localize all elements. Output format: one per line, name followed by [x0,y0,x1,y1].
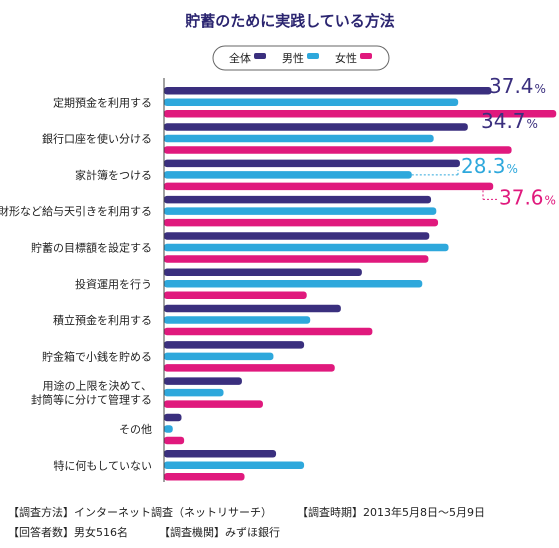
bar [164,255,429,263]
category-label: 貯金箱で小銭を貯める [42,349,152,363]
bar [164,280,423,288]
bar [164,98,459,106]
bar [164,400,263,408]
bar [164,450,277,458]
annotation-value: 28.3 [461,154,506,178]
legend-label: 女性 [335,51,357,65]
category-label: その他 [119,423,152,436]
legend-swatch [254,53,266,59]
annotation-unit: % [545,193,556,207]
annotation-value: 37.6 [499,185,544,209]
legend-swatch [360,53,372,59]
legend-swatch [307,53,319,59]
bar [164,377,242,385]
bar [164,291,307,299]
bar [164,352,274,361]
category-label: 特に何もしていない [53,458,152,472]
value-annotation: 37.4% [489,74,546,98]
bar [164,134,434,143]
survey-organization: 【調査機関】みずほ銀行 [159,526,280,539]
category-label: 封筒等に分けて管理する [31,393,152,407]
category-label: 銀行口座を使い分ける [42,132,152,146]
category-label: 定期預金を利用する [53,95,152,109]
bar [164,388,224,397]
category-label: 積立預金を利用する [53,313,152,327]
annotation-value: 34.7 [481,109,526,133]
legend-label: 男性 [282,51,304,65]
bar [164,425,173,433]
annotation-unit: % [527,117,538,131]
value-annotations: 37.4%34.7%28.3%37.6% [411,74,556,209]
bar [164,473,245,481]
category-label: 用途の上限を決めて、 [43,379,152,393]
annotation-unit: % [535,82,546,96]
annotation-value: 37.4 [489,74,534,98]
category-label: 財形など給与天引きを利用する [0,204,152,218]
category-label: 投資運用を行う [75,277,152,291]
chart-title: 貯蓄のために実践している方法 [185,12,395,30]
bar [164,207,437,215]
respondent-count: 【回答者数】男女516名 [8,526,128,539]
value-annotation: 28.3% [461,154,518,178]
category-label: 貯蓄の目標額を設定する [31,240,152,254]
bar [164,218,439,227]
survey-method: 【調査方法】インターネット調査（ネットリサーチ） [8,506,272,519]
bar [164,182,494,191]
legend-frame [212,45,390,71]
bar [164,304,341,313]
bar [164,461,305,469]
bar [164,436,185,445]
bar [164,316,311,324]
bar-area [164,87,557,481]
bar [164,110,557,118]
survey-period: 【調査時期】2013年5月8日〜5月9日 [297,506,485,519]
bar [164,243,449,252]
chart-legend: 全体 男性 女性 [212,45,390,71]
value-annotation: 37.6% [499,185,556,209]
footer-line-2: 【回答者数】男女516名 【調査機関】みずほ銀行 [8,524,280,540]
bar [164,232,430,240]
value-annotation: 34.7% [481,109,538,133]
category-label: 家計簿をつける [75,168,152,182]
bar [164,87,492,95]
bar [164,123,468,131]
footer-line-1: 【調査方法】インターネット調査（ネットリサーチ） 【調査時期】2013年5月8日… [8,504,485,520]
annotation-unit: % [507,162,518,176]
bar [164,146,512,154]
bar [164,268,362,276]
category-labels: 定期預金を利用する銀行口座を使い分ける家計簿をつける財形など給与天引きを利用する… [0,95,152,472]
legend-label: 全体 [229,51,251,65]
bar [164,413,182,422]
bar [164,159,460,168]
bar [164,327,373,336]
bar [164,195,432,204]
bar [164,341,305,349]
bar [164,364,335,372]
bar [164,171,412,179]
